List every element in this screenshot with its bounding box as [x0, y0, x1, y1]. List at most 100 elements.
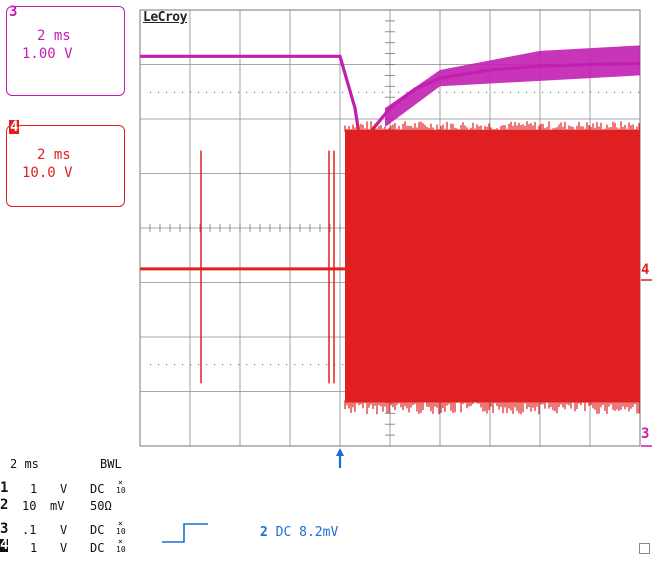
- scope-markers: [336, 279, 652, 468]
- grid-dot: [382, 91, 384, 93]
- grid-dot: [326, 364, 328, 366]
- grid-dot: [246, 364, 248, 366]
- grid-dot: [574, 91, 576, 93]
- grid-dot: [206, 364, 208, 366]
- grid-dot: [166, 364, 168, 366]
- grid-dot: [582, 91, 584, 93]
- grid-dot: [198, 91, 200, 93]
- grid-dot: [174, 91, 176, 93]
- grid-dot: [478, 91, 480, 93]
- grid-dot: [206, 91, 208, 93]
- channel-4-box[interactable]: 4 2 ms 10.0 V: [6, 120, 125, 207]
- channel-4-row-number: 4: [0, 537, 9, 553]
- channel-1-value: 1: [30, 482, 38, 496]
- grid-dot: [534, 91, 536, 93]
- channel-3-probe-x: ×: [118, 519, 123, 528]
- grid-dot: [438, 91, 440, 93]
- grid-dot: [302, 364, 304, 366]
- grid-dot: [374, 91, 376, 93]
- grid-dot: [150, 364, 152, 366]
- grid-dot: [310, 364, 312, 366]
- channel-4-burst: [345, 129, 640, 403]
- grid-dot: [262, 91, 264, 93]
- channel-1-number: 1: [0, 480, 9, 496]
- grid-dot: [494, 91, 496, 93]
- grid-dot: [598, 91, 600, 93]
- grid-dot: [502, 91, 504, 93]
- grid-dot: [318, 364, 320, 366]
- channel-3-probe-n: 10: [116, 527, 126, 536]
- grid-dot: [190, 364, 192, 366]
- grid-dot: [238, 91, 240, 93]
- grid-dot: [606, 91, 608, 93]
- trigger-level: 8.2mV: [299, 525, 339, 540]
- grid-dot: [318, 91, 320, 93]
- grid-dot: [158, 364, 160, 366]
- grid-dot: [278, 364, 280, 366]
- bwl-indicator: BWL: [100, 457, 122, 471]
- grid-dot: [294, 91, 296, 93]
- channel-3-box[interactable]: 3 2 ms 1.00 V: [6, 4, 125, 96]
- grid-dot: [174, 364, 176, 366]
- grid-dot: [278, 91, 280, 93]
- grid-dot: [222, 91, 224, 93]
- grid-dot: [222, 364, 224, 366]
- channel-3-level-marker[interactable]: 3: [641, 426, 650, 442]
- grid-dot: [462, 91, 464, 93]
- grid-dot: [614, 91, 616, 93]
- channel-3-trace: [140, 54, 641, 144]
- grid-dot: [214, 91, 216, 93]
- grid-dot: [262, 364, 264, 366]
- status-square-icon: [639, 543, 650, 554]
- grid-dot: [302, 91, 304, 93]
- grid-dot: [470, 91, 472, 93]
- trigger-readout[interactable]: 2 DC 8.2mV: [260, 525, 338, 540]
- grid-dot: [238, 364, 240, 366]
- channel-1-probe-x: ×: [118, 478, 123, 487]
- channel-3-value: .1: [22, 523, 37, 537]
- grid-dot: [510, 91, 512, 93]
- grid-dot: [190, 91, 192, 93]
- channel-3-coupling: DC: [90, 523, 105, 537]
- timebase-readout: 2 ms: [10, 457, 39, 471]
- grid-dot: [550, 91, 552, 93]
- channel-1-coupling: DC: [90, 482, 105, 496]
- channel-4-unit: V: [60, 541, 68, 555]
- grid-dot: [214, 364, 216, 366]
- grid-dot: [246, 91, 248, 93]
- trigger-channel: 2: [260, 525, 268, 540]
- grid-dot: [254, 364, 256, 366]
- grid-dot: [390, 91, 392, 93]
- channel-4-level-marker[interactable]: 4: [641, 262, 650, 278]
- grid-dot: [638, 91, 640, 93]
- grid-dot: [558, 91, 560, 93]
- channel-2-coupling: 50Ω: [90, 499, 112, 513]
- channel-4-value: 1: [30, 541, 38, 555]
- grid-dot: [366, 91, 368, 93]
- scope-traces: [140, 45, 641, 415]
- channel-4-coupling: DC: [90, 541, 105, 555]
- grid-dot: [270, 364, 272, 366]
- grid-dot: [454, 91, 456, 93]
- trigger-edge-icon[interactable]: [160, 520, 212, 546]
- grid-dot: [398, 91, 400, 93]
- channel-2-unit: mV: [50, 499, 65, 513]
- brand-logo: LeCroy: [143, 10, 187, 25]
- grid-dot: [286, 91, 288, 93]
- grid-dot: [342, 364, 344, 366]
- channel-3-timebase: 2 ms: [37, 28, 71, 44]
- grid-dot: [358, 91, 360, 93]
- grid-dot: [406, 91, 408, 93]
- channel-4-number: 4: [9, 119, 20, 135]
- grid-dot: [342, 91, 344, 93]
- trigger-arrow-head: [336, 448, 344, 456]
- grid-dot: [182, 364, 184, 366]
- grid-dot: [334, 91, 336, 93]
- grid-dot: [486, 91, 488, 93]
- grid-dot: [542, 91, 544, 93]
- grid-dot: [230, 364, 232, 366]
- grid-dot: [270, 91, 272, 93]
- channel-3-row-number: 3: [0, 521, 9, 537]
- grid-dot: [310, 91, 312, 93]
